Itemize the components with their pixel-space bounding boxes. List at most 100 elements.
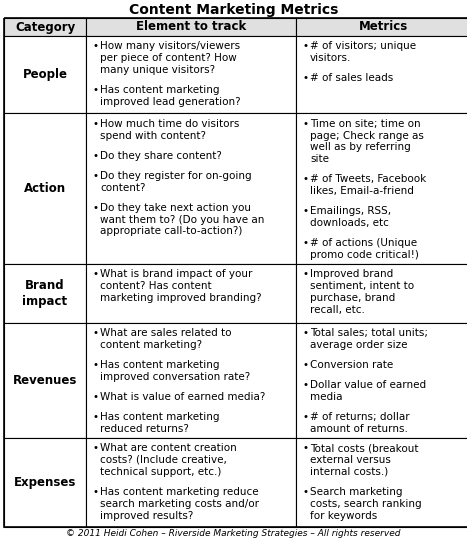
Bar xyxy=(296,113,467,264)
Text: site: site xyxy=(310,154,329,164)
Text: •: • xyxy=(92,203,98,213)
Bar xyxy=(86,323,296,438)
Text: # of Tweets, Facebook: # of Tweets, Facebook xyxy=(310,174,426,184)
Text: internal costs.): internal costs.) xyxy=(310,467,388,477)
Bar xyxy=(4,36,86,113)
Text: What is brand impact of your: What is brand impact of your xyxy=(100,269,252,280)
Text: •: • xyxy=(302,238,308,248)
Text: downloads, etc: downloads, etc xyxy=(310,218,389,228)
Text: amount of returns.: amount of returns. xyxy=(310,424,408,434)
Text: •: • xyxy=(302,360,308,370)
Text: Total sales; total units;: Total sales; total units; xyxy=(310,328,428,338)
Text: Do they take next action you: Do they take next action you xyxy=(100,203,251,213)
Text: •: • xyxy=(302,328,308,338)
Bar xyxy=(86,18,296,36)
Text: Expenses: Expenses xyxy=(14,476,76,489)
Text: # of sales leads: # of sales leads xyxy=(310,73,393,83)
Text: •: • xyxy=(92,412,98,422)
Text: How many visitors/viewers: How many visitors/viewers xyxy=(100,41,240,52)
Bar xyxy=(296,323,467,438)
Bar xyxy=(86,264,296,323)
Text: •: • xyxy=(92,85,98,95)
Text: want them to? (Do you have an: want them to? (Do you have an xyxy=(100,214,264,224)
Text: Improved brand: Improved brand xyxy=(310,269,393,280)
Bar xyxy=(86,113,296,264)
Text: •: • xyxy=(92,41,98,52)
Text: •: • xyxy=(302,206,308,216)
Text: content marketing?: content marketing? xyxy=(100,340,202,350)
Text: Brand
impact: Brand impact xyxy=(22,279,68,308)
Text: media: media xyxy=(310,392,342,402)
Text: recall, etc.: recall, etc. xyxy=(310,305,365,315)
Text: •: • xyxy=(92,328,98,338)
Text: content? Has content: content? Has content xyxy=(100,281,212,291)
Text: Action: Action xyxy=(24,182,66,195)
Text: •: • xyxy=(302,41,308,52)
Bar xyxy=(4,264,86,323)
Text: Time on site; time on: Time on site; time on xyxy=(310,119,421,129)
Text: page; Check range as: page; Check range as xyxy=(310,131,424,141)
Bar xyxy=(296,438,467,527)
Text: improved results?: improved results? xyxy=(100,510,193,521)
Text: •: • xyxy=(92,269,98,280)
Text: What are content creation: What are content creation xyxy=(100,443,237,453)
Text: promo code critical!): promo code critical!) xyxy=(310,250,419,260)
Text: many unique visitors?: many unique visitors? xyxy=(100,65,215,75)
Text: Metrics: Metrics xyxy=(359,21,408,34)
Text: •: • xyxy=(92,443,98,453)
Text: average order size: average order size xyxy=(310,340,408,350)
Text: sentiment, intent to: sentiment, intent to xyxy=(310,281,414,291)
Text: •: • xyxy=(302,119,308,129)
Text: •: • xyxy=(92,151,98,161)
Text: Emailings, RSS,: Emailings, RSS, xyxy=(310,206,391,216)
Text: # of actions (Unique: # of actions (Unique xyxy=(310,238,417,248)
Text: Dollar value of earned: Dollar value of earned xyxy=(310,380,426,390)
Bar xyxy=(296,36,467,113)
Text: Conversion rate: Conversion rate xyxy=(310,360,393,370)
Text: content?: content? xyxy=(100,182,146,193)
Text: Has content marketing: Has content marketing xyxy=(100,360,219,370)
Text: •: • xyxy=(302,487,308,497)
Text: improved lead generation?: improved lead generation? xyxy=(100,97,241,107)
Text: •: • xyxy=(92,392,98,402)
Text: Search marketing: Search marketing xyxy=(310,487,403,497)
Text: Has content marketing: Has content marketing xyxy=(100,85,219,95)
Text: What is value of earned media?: What is value of earned media? xyxy=(100,392,265,402)
Text: well as by referring: well as by referring xyxy=(310,142,411,153)
Text: What are sales related to: What are sales related to xyxy=(100,328,232,338)
Text: appropriate call-to-action?): appropriate call-to-action?) xyxy=(100,226,242,236)
Text: Total costs (breakout: Total costs (breakout xyxy=(310,443,418,453)
Text: © 2011 Heidi Cohen – Riverside Marketing Strategies – All rights reserved: © 2011 Heidi Cohen – Riverside Marketing… xyxy=(66,529,401,538)
Text: •: • xyxy=(92,171,98,181)
Text: search marketing costs and/or: search marketing costs and/or xyxy=(100,498,259,509)
Bar xyxy=(296,264,467,323)
Bar xyxy=(86,36,296,113)
Text: # of returns; dollar: # of returns; dollar xyxy=(310,412,410,422)
Bar xyxy=(86,438,296,527)
Text: reduced returns?: reduced returns? xyxy=(100,424,189,434)
Text: # of visitors; unique: # of visitors; unique xyxy=(310,41,416,52)
Text: Revenues: Revenues xyxy=(13,374,77,387)
Text: Content Marketing Metrics: Content Marketing Metrics xyxy=(129,3,338,17)
Text: •: • xyxy=(302,174,308,184)
Text: •: • xyxy=(302,412,308,422)
Bar xyxy=(4,18,86,36)
Text: •: • xyxy=(92,487,98,497)
Text: •: • xyxy=(92,119,98,129)
Bar xyxy=(4,438,86,527)
Text: Do they register for on-going: Do they register for on-going xyxy=(100,171,252,181)
Text: purchase, brand: purchase, brand xyxy=(310,293,395,303)
Text: •: • xyxy=(302,269,308,280)
Bar xyxy=(4,113,86,264)
Text: visitors.: visitors. xyxy=(310,53,351,63)
Text: improved conversation rate?: improved conversation rate? xyxy=(100,372,250,382)
Text: Do they share content?: Do they share content? xyxy=(100,151,222,161)
Bar xyxy=(296,18,467,36)
Text: •: • xyxy=(302,380,308,390)
Text: external versus: external versus xyxy=(310,455,391,465)
Text: Has content marketing reduce: Has content marketing reduce xyxy=(100,487,259,497)
Text: costs? (Include creative,: costs? (Include creative, xyxy=(100,455,227,465)
Text: Has content marketing: Has content marketing xyxy=(100,412,219,422)
Text: costs, search ranking: costs, search ranking xyxy=(310,498,422,509)
Text: per piece of content? How: per piece of content? How xyxy=(100,53,237,63)
